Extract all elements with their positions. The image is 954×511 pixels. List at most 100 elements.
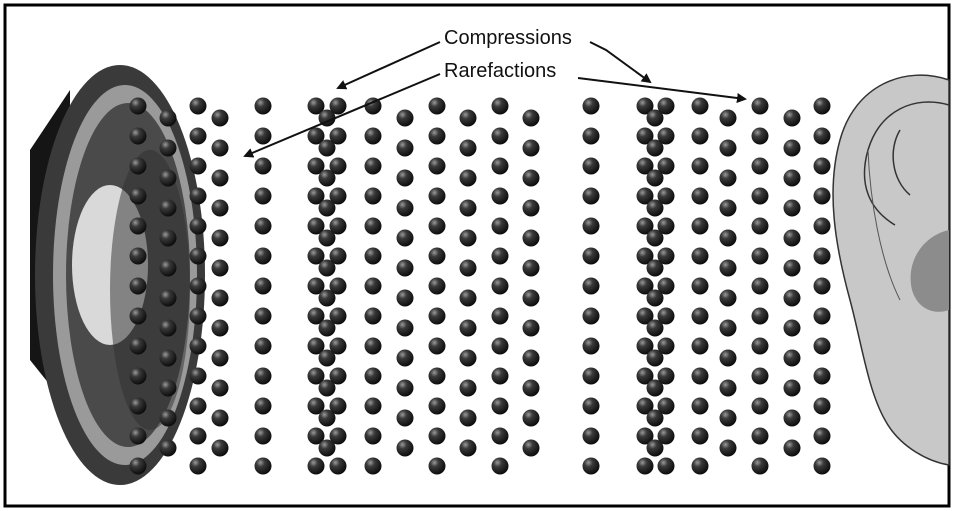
air-particle (491, 97, 509, 115)
air-particle (522, 229, 540, 247)
air-particle (719, 169, 737, 187)
air-particle (189, 457, 207, 475)
air-particle (491, 367, 509, 385)
air-particle (396, 379, 414, 397)
air-particle (129, 427, 147, 445)
rarefactions-arrow-left (243, 73, 441, 158)
air-particle (783, 289, 801, 307)
air-particle (159, 109, 177, 127)
air-particle (459, 169, 477, 187)
air-particle (307, 307, 325, 325)
air-particle (364, 247, 382, 265)
air-particle (657, 127, 675, 145)
air-particle (329, 337, 347, 355)
air-particle (159, 169, 177, 187)
air-particle (719, 259, 737, 277)
air-particle (657, 457, 675, 475)
air-particle (582, 247, 600, 265)
air-particle (691, 97, 709, 115)
air-particle (646, 139, 664, 157)
air-particle (459, 409, 477, 427)
air-particle (428, 337, 446, 355)
air-particle (396, 199, 414, 217)
air-particle (428, 427, 446, 445)
air-particle (211, 289, 229, 307)
air-particle (783, 439, 801, 457)
air-particle (813, 397, 831, 415)
air-particle (813, 217, 831, 235)
air-particle (751, 187, 769, 205)
compressions-arrow-left (336, 41, 441, 90)
air-particle (813, 367, 831, 385)
air-particle (428, 277, 446, 295)
air-particle (491, 337, 509, 355)
air-particle (318, 169, 336, 187)
air-particle (329, 97, 347, 115)
air-particle (428, 457, 446, 475)
air-particle (189, 397, 207, 415)
air-particle (783, 379, 801, 397)
air-particle (329, 127, 347, 145)
air-particle (582, 157, 600, 175)
air-particle (364, 457, 382, 475)
air-particle (459, 259, 477, 277)
air-particle (657, 157, 675, 175)
air-particle (254, 127, 272, 145)
air-particle (459, 319, 477, 337)
air-particle (189, 157, 207, 175)
air-particle (189, 427, 207, 445)
air-particle (318, 139, 336, 157)
air-particle (636, 247, 654, 265)
air-particle (522, 139, 540, 157)
air-particle (646, 229, 664, 247)
air-particle (751, 127, 769, 145)
air-particle (522, 349, 540, 367)
air-particle (813, 187, 831, 205)
air-particle (719, 349, 737, 367)
air-particle (719, 229, 737, 247)
air-particle (129, 157, 147, 175)
air-particle (783, 259, 801, 277)
air-particle (691, 217, 709, 235)
air-particle (491, 217, 509, 235)
air-particle (329, 217, 347, 235)
air-particle (751, 97, 769, 115)
air-particle (459, 229, 477, 247)
air-particle (428, 217, 446, 235)
air-particle (329, 247, 347, 265)
air-particle (396, 109, 414, 127)
air-particle (636, 337, 654, 355)
air-particle (428, 157, 446, 175)
air-particle (211, 169, 229, 187)
air-particle (211, 229, 229, 247)
air-particle (646, 199, 664, 217)
air-particle (307, 247, 325, 265)
air-particle (657, 247, 675, 265)
air-particle (318, 199, 336, 217)
air-particle (307, 277, 325, 295)
air-particle (691, 457, 709, 475)
air-particle (691, 247, 709, 265)
air-particle (364, 97, 382, 115)
air-particle (159, 319, 177, 337)
air-particle (691, 427, 709, 445)
air-particle (211, 349, 229, 367)
compressions-label: Compressions (444, 27, 572, 49)
air-particle (189, 187, 207, 205)
air-particle (428, 367, 446, 385)
air-particle (318, 319, 336, 337)
air-particle (719, 109, 737, 127)
air-particle (636, 217, 654, 235)
air-particle (254, 397, 272, 415)
air-particle (211, 409, 229, 427)
air-particle (329, 277, 347, 295)
air-particle (646, 379, 664, 397)
air-particle (318, 379, 336, 397)
air-particle (657, 367, 675, 385)
air-particle (636, 97, 654, 115)
air-particle (751, 217, 769, 235)
air-particle (129, 367, 147, 385)
air-particle (636, 307, 654, 325)
air-particle (396, 229, 414, 247)
